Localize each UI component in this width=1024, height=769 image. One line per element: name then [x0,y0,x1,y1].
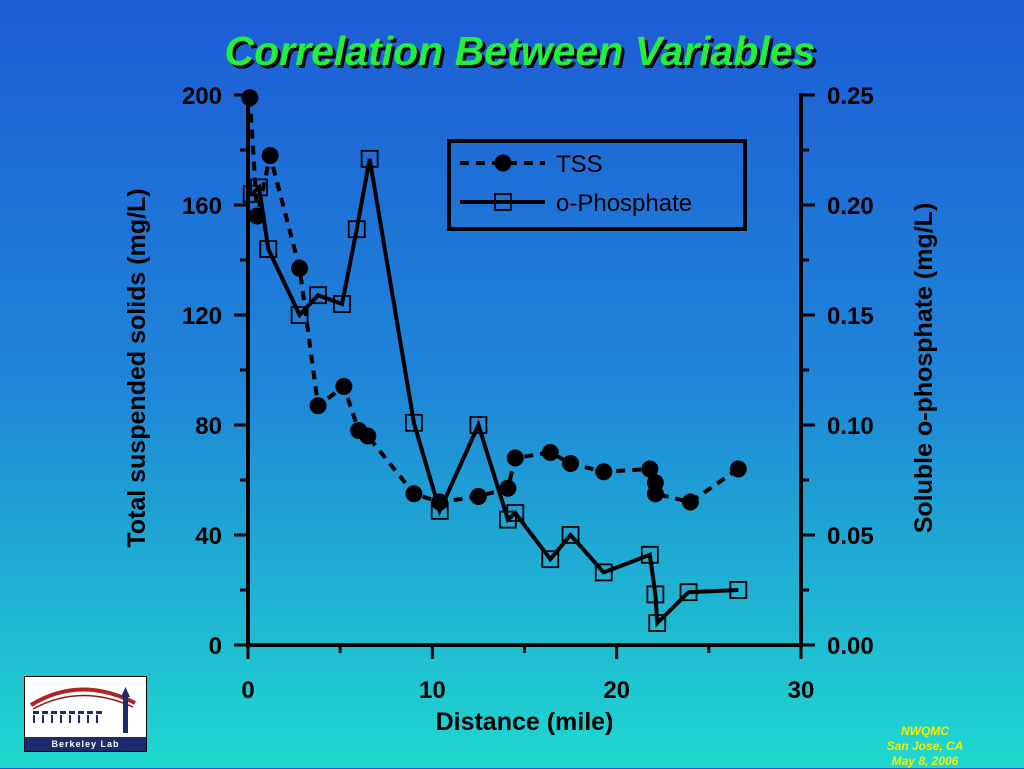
slide-title: Correlation Between Variables [224,28,816,74]
o-phosphate-point [594,563,613,582]
footnote-line-3: May 8, 2006 [891,754,959,768]
tss-point [499,479,517,497]
left-y-axis-label: Total suspended solids (mg/L) [123,188,151,547]
berkeley-lab-logo-icon [29,687,136,733]
legend-tss-label: TSS [556,151,603,178]
right-y-tick-label: 0.05 [827,523,874,550]
footnote-line-2: San Jose, CA [886,739,964,753]
right-y-tick-label: 0.25 [827,83,874,110]
tss-point [681,493,699,511]
left-y-tick-label: 120 [182,303,222,330]
chart-axes: 0 40 80 120 160 200 0.00 0.05 0.10 0.15 0.20 0.25 0 1… [182,83,874,704]
x-axis-label: Distance (mile) [436,708,614,736]
tss-point [291,259,309,277]
o-phosphate-point [646,585,665,604]
legend-o-phosphate-marker [494,193,512,211]
o-phosphate-point [469,416,488,434]
series-tss [241,89,747,511]
right-y-tick-label: 0.15 [827,303,874,330]
left-y-tick-label: 200 [182,83,222,110]
left-y-tick-label: 80 [195,413,222,440]
tss-point [729,460,747,478]
left-y-tick-label: 40 [195,523,222,550]
logo-wordmark: Berkeley Lab [25,737,146,751]
right-y-tick-label: 0.00 [827,633,874,660]
tss-point [405,485,423,503]
left-y-tick-label: 0 [209,633,222,660]
legend-tss-marker [494,154,512,172]
series-o-phosphate [242,149,748,632]
legend: TSS o-Phosphate [447,139,747,231]
tss-point [261,147,279,164]
tss-point [359,427,377,445]
o-phosphate-point [430,501,449,520]
right-y-axis-label: Soluble o-phosphate (mg/L) [910,203,938,534]
tss-point [309,397,327,415]
o-phosphate-point [250,178,268,197]
o-phosphate-point [360,149,379,168]
tss-point [241,89,259,107]
left-y-tick-label: 160 [182,193,222,220]
o-phosphate-point [290,306,309,324]
legend-o-phosphate-label: o-Phosphate [556,190,692,217]
tss-point [562,455,580,472]
footnote-line-1: NWQMC [901,724,949,738]
x-tick-label: 10 [419,677,446,704]
legend-box [447,139,747,231]
o-phosphate-point [333,295,351,313]
o-phosphate-point [347,220,366,239]
x-tick-label: 0 [241,677,254,704]
tss-point [335,378,353,395]
x-tick-label: 30 [788,677,815,704]
o-phosphate-point [561,526,580,544]
o-phosphate-point [679,583,698,602]
tss-point [506,449,524,467]
tss-line [247,97,740,505]
o-phosphate-point [640,545,659,564]
right-y-tick-label: 0.20 [827,193,874,220]
tss-point [595,463,613,481]
right-y-tick-label: 0.10 [827,413,874,440]
o-phosphate-point [506,504,525,522]
o-phosphate-point [404,413,423,432]
o-phosphate-point [648,614,667,632]
berkeley-lab-logo: Berkeley Lab [24,676,147,752]
o-phosphate-point [309,286,327,305]
tss-point [646,485,664,503]
o-phosphate-point [541,550,560,569]
footnote: NWQMC San Jose, CA May 8, 2006 [865,724,985,769]
tss-point [541,444,559,461]
tss-point [469,488,487,505]
o-phosphate-point [729,581,748,599]
x-tick-label: 20 [603,677,630,704]
o-phosphate-point [259,240,278,258]
o-phosphate-line [250,158,739,628]
axis-labels: Distance (mile) Total suspended solids (m… [123,188,938,736]
tss-point [641,460,659,478]
